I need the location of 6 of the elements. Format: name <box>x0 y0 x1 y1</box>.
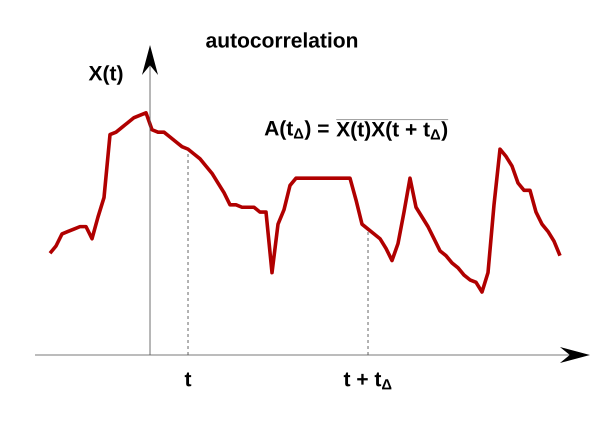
x-tick-label: t + t$_{Δ}$ <box>344 372 392 390</box>
y-axis-title: X(t) <box>88 65 122 85</box>
annotation: A(t$_{Δ}$) = <box>264 120 329 140</box>
annotation: X(t)X(t + t$_{Δ}$) <box>336 121 448 141</box>
chart-title: autocorrelation <box>206 32 358 48</box>
x-tick-label: t <box>184 372 192 386</box>
